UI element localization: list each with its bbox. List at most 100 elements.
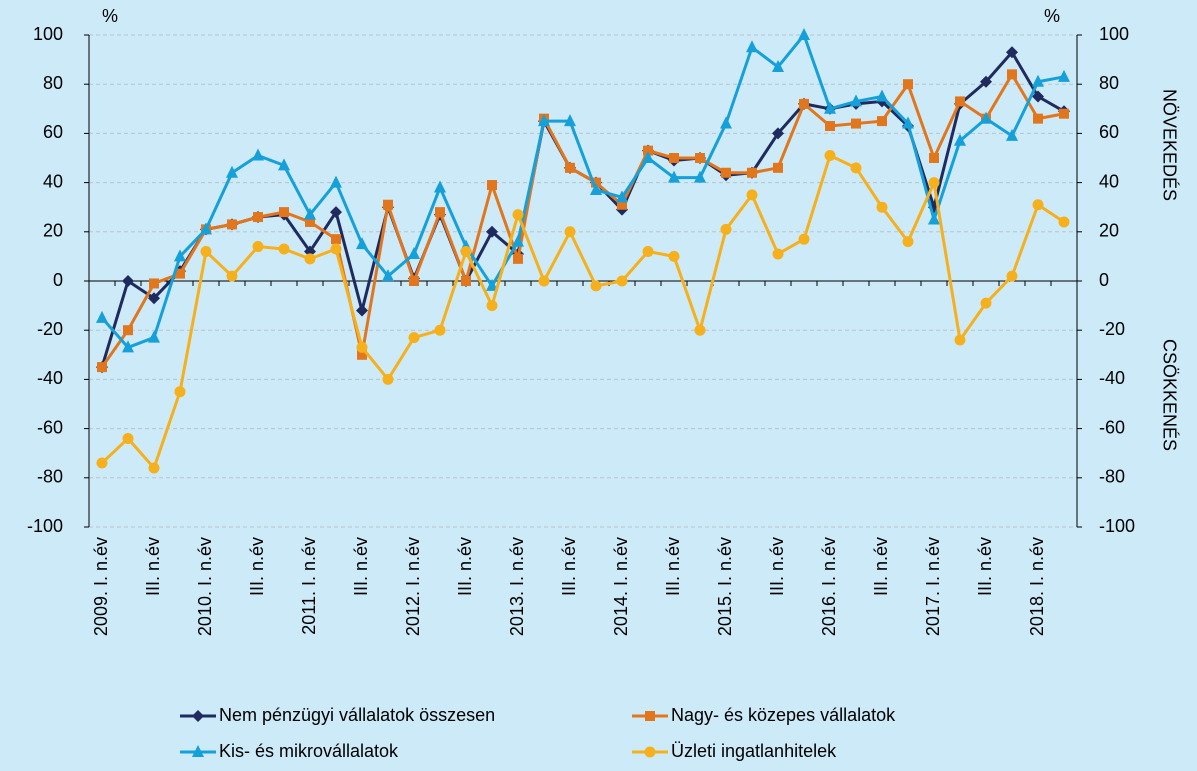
marker (357, 349, 367, 360)
y-tick-label: -20 (37, 319, 63, 339)
x-tick-label: III. n.év (143, 537, 163, 596)
marker (1007, 69, 1017, 80)
x-tick-label: 2009. I. n.év (91, 537, 111, 636)
marker (825, 121, 835, 132)
y-tick-label: -80 (37, 467, 63, 487)
marker (304, 245, 316, 258)
x-tick-label: 2013. I. n.év (507, 537, 527, 636)
marker (668, 170, 680, 183)
marker (122, 340, 134, 353)
marker (721, 167, 731, 178)
marker (616, 275, 628, 287)
x-tick-label: III. n.év (455, 537, 475, 596)
marker (96, 310, 108, 323)
marker (980, 111, 992, 124)
legend-label: Üzleti ingatlanhitelek (671, 741, 837, 761)
x-tick-label: III. n.év (351, 537, 371, 596)
marker (694, 170, 706, 183)
marker (226, 270, 238, 282)
marker (902, 236, 914, 248)
marker (772, 248, 784, 260)
marker (434, 180, 446, 193)
marker (772, 59, 784, 72)
marker (564, 226, 576, 238)
marker (644, 746, 656, 758)
marker (486, 300, 498, 312)
marker (851, 118, 861, 129)
annotation-up: NÖVEKEDÉS (1159, 89, 1179, 201)
marker (279, 207, 289, 218)
x-tick-label: III. n.év (663, 537, 683, 596)
y-unit-right: % (1044, 6, 1060, 26)
marker (175, 268, 185, 279)
marker (1032, 90, 1044, 103)
marker (97, 362, 107, 373)
marker (643, 145, 653, 156)
marker (1006, 46, 1018, 59)
marker (435, 207, 445, 218)
marker (773, 162, 783, 173)
marker (564, 114, 576, 127)
marker (408, 246, 420, 259)
marker (304, 207, 316, 220)
marker (824, 150, 836, 162)
marker (356, 341, 368, 353)
x-tick-label: 2011. I. n.év (299, 537, 319, 635)
x-tick-label: 2010. I. n.év (195, 537, 215, 636)
marker (850, 162, 862, 174)
marker (616, 190, 628, 203)
y2-tick-label: 20 (1099, 221, 1119, 241)
series-line (100, 33, 1065, 349)
marker (928, 212, 940, 225)
marker (746, 189, 758, 201)
y2-tick-label: -60 (1099, 417, 1125, 437)
marker (929, 153, 939, 163)
series-line (100, 154, 1065, 470)
marker (512, 209, 524, 221)
marker (253, 212, 263, 223)
marker (356, 237, 368, 250)
marker (876, 201, 888, 213)
marker (928, 177, 940, 189)
legend-label: Nagy- és közepes vállalatok (671, 705, 896, 725)
legend-label: Kis- és mikrovállalatok (219, 741, 399, 761)
marker (330, 175, 342, 188)
x-tick-label: III. n.év (247, 537, 267, 596)
marker (695, 153, 705, 163)
marker (954, 334, 966, 346)
y2-tick-label: 0 (1099, 270, 1109, 290)
marker (122, 275, 134, 287)
marker (538, 114, 550, 127)
marker (642, 151, 654, 163)
marker (645, 711, 655, 721)
marker (227, 219, 237, 230)
marker (149, 278, 159, 289)
y-tick-label: 40 (43, 171, 63, 191)
y-tick-label: -60 (37, 417, 63, 437)
marker (174, 386, 186, 398)
marker (1006, 270, 1018, 282)
marker (278, 243, 290, 255)
marker (1058, 216, 1070, 228)
marker (409, 276, 419, 286)
marker (200, 245, 212, 257)
x-tick-label: 2015. I. n.év (715, 537, 735, 636)
marker (383, 199, 393, 210)
y2-tick-label: -40 (1099, 368, 1125, 388)
marker (408, 332, 420, 344)
marker (642, 245, 654, 257)
marker (1032, 74, 1044, 87)
x-tick-label: III. n.év (767, 537, 787, 596)
marker (747, 167, 757, 178)
marker (850, 94, 862, 107)
marker (174, 249, 186, 262)
marker (122, 432, 134, 444)
marker (123, 325, 133, 336)
marker (980, 297, 992, 309)
marker (798, 28, 810, 40)
marker (330, 206, 342, 219)
x-tick-label: 2016. I. n.év (819, 537, 839, 636)
marker (720, 223, 732, 235)
marker (252, 148, 264, 161)
marker (980, 75, 992, 88)
